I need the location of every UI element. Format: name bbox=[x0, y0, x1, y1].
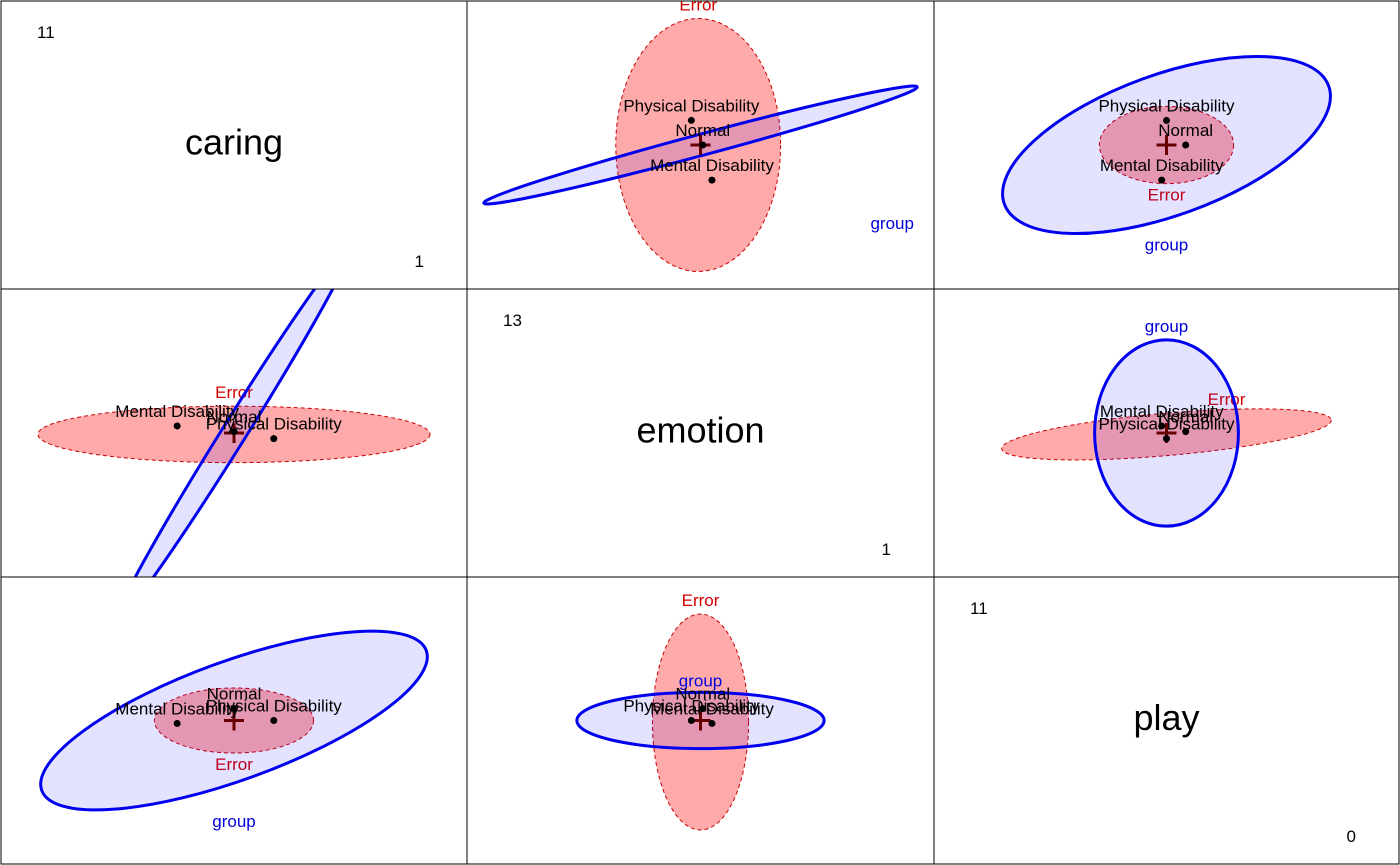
variable-min-caring: 1 bbox=[415, 252, 424, 271]
group-ellipse-label: group bbox=[1145, 317, 1188, 336]
group-mean-label: Mental Disability bbox=[1100, 402, 1224, 421]
group-mean-point bbox=[270, 435, 278, 443]
group-mean-label: Mental Disability bbox=[115, 402, 239, 421]
group-mean-label: Physical Disability bbox=[623, 697, 760, 716]
group-mean-label: Normal bbox=[675, 685, 730, 704]
group-mean-point bbox=[173, 422, 181, 430]
group-mean-label: Physical Disability bbox=[206, 697, 343, 716]
error-ellipse-label: Error bbox=[1148, 186, 1186, 205]
variable-max-play: 11 bbox=[970, 599, 988, 618]
group-mean-label: Mental Disability bbox=[650, 156, 774, 175]
group-mean-point bbox=[687, 116, 695, 124]
group-mean-label: Normal bbox=[207, 685, 262, 704]
group-mean-point bbox=[708, 719, 716, 727]
panel-emotion-vs-emotion: emotion 13 1 bbox=[466, 288, 935, 578]
group-mean-point bbox=[1158, 422, 1166, 430]
group-mean-point bbox=[1163, 435, 1170, 443]
group-mean-label: Physical Disability bbox=[1098, 415, 1235, 434]
group-ellipse-label: group bbox=[1145, 236, 1188, 255]
error-ellipse-label: Error bbox=[679, 0, 717, 15]
group-mean-point bbox=[230, 428, 238, 436]
group-mean-label: Normal bbox=[1158, 408, 1213, 427]
variable-max-caring: 11 bbox=[37, 23, 55, 42]
group-mean-label: Mental Disability bbox=[115, 699, 239, 718]
group-mean-point bbox=[173, 719, 181, 727]
variable-min-play: 0 bbox=[1347, 827, 1356, 846]
variable-max-emotion: 13 bbox=[503, 311, 522, 330]
group-ellipse-label: group bbox=[679, 671, 722, 690]
group-mean-point bbox=[687, 717, 695, 724]
variable-name-caring: caring bbox=[185, 122, 283, 163]
group-mean-point bbox=[699, 705, 707, 713]
error-ellipse-label: Error bbox=[682, 591, 720, 610]
group-mean-point bbox=[1182, 141, 1190, 149]
variable-name-emotion: emotion bbox=[636, 410, 764, 451]
group-mean-label: Normal bbox=[207, 408, 262, 427]
group-mean-point bbox=[1158, 176, 1166, 184]
panel-caring-vs-emotion: Error group Normal Mental Disability Physica… bbox=[466, 0, 935, 290]
variable-min-emotion: 1 bbox=[882, 540, 891, 559]
group-mean-label: Normal bbox=[675, 121, 730, 140]
panel-frame bbox=[933, 576, 1400, 865]
group-ellipse-label: group bbox=[212, 812, 255, 831]
group-mean-label: Physical Disability bbox=[623, 96, 760, 115]
group-mean-label: Mental Disability bbox=[650, 699, 774, 718]
group-mean-point bbox=[230, 705, 238, 713]
variable-name-play: play bbox=[1133, 697, 1199, 738]
panel-play-vs-play: play 11 0 bbox=[933, 576, 1400, 865]
group-mean-label: Mental Disability bbox=[1100, 156, 1224, 175]
panel-caring-vs-play: Error group Normal Mental Disability Physica… bbox=[933, 0, 1400, 290]
group-mean-point bbox=[699, 141, 707, 149]
group-mean-point bbox=[270, 717, 278, 724]
group-ellipse-label: group bbox=[870, 214, 913, 233]
group-ellipse-label: group bbox=[212, 623, 255, 642]
group-mean-point bbox=[1163, 116, 1170, 124]
group-mean-point bbox=[1182, 428, 1190, 436]
group-mean-point bbox=[708, 176, 716, 184]
error-ellipse-label: Error bbox=[215, 755, 253, 774]
group-mean-label: Physical Disability bbox=[206, 415, 343, 434]
group-mean-label: Normal bbox=[1158, 121, 1213, 140]
group-mean-label: Physical Disability bbox=[1098, 96, 1235, 115]
